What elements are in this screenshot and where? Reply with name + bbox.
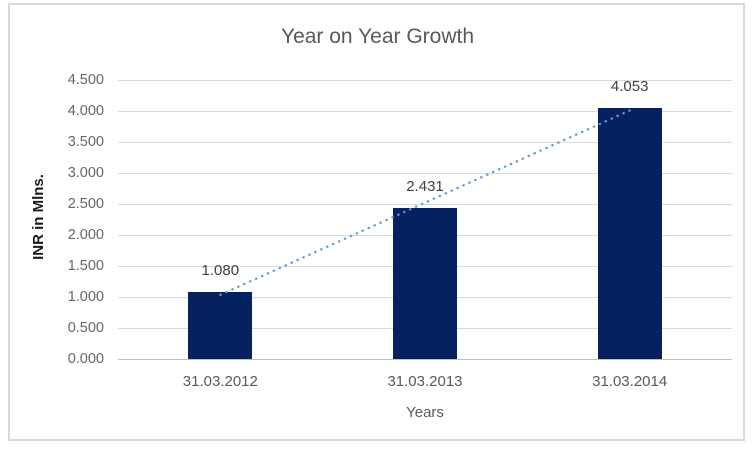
y-tick-label: 4.000 <box>67 103 104 119</box>
y-tick-label: 0.000 <box>67 351 104 367</box>
y-tick-label: 1.500 <box>67 258 104 274</box>
bar-data-label: 1.080 <box>201 262 240 280</box>
x-tick-label: 31.03.2014 <box>592 373 668 390</box>
y-tick-label: 2.000 <box>67 227 104 243</box>
y-tick-label: 3.000 <box>67 165 104 181</box>
bar <box>188 292 253 359</box>
y-tick-label: 0.500 <box>67 320 104 336</box>
x-tick-label: 31.03.2012 <box>182 373 258 390</box>
chart-title: Year on Year Growth <box>280 25 475 48</box>
bar-data-label: 2.431 <box>406 178 444 196</box>
bar <box>597 107 662 359</box>
y-tick-label: 4.500 <box>67 72 104 88</box>
y-tick-label: 2.500 <box>67 196 104 212</box>
bar-data-label: 4.053 <box>610 77 649 95</box>
bar <box>393 208 457 359</box>
gridline <box>118 80 732 81</box>
x-axis-title: Years <box>406 404 444 421</box>
x-tick-label: 31.03.2013 <box>387 373 463 390</box>
y-tick-label: 1.000 <box>67 289 104 305</box>
y-tick-label: 3.500 <box>67 134 104 150</box>
x-axis-line <box>118 359 732 360</box>
